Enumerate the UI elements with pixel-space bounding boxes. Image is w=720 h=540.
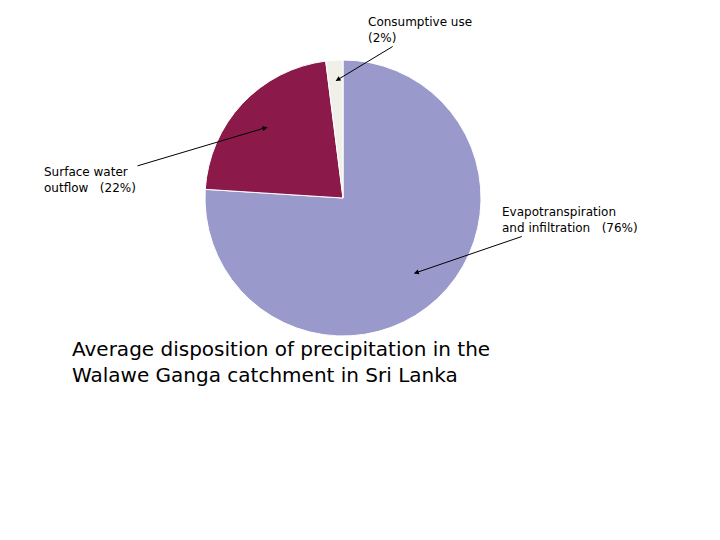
svg-text:Consumptive use(2%): Consumptive use(2%) <box>368 15 472 45</box>
svg-text:Evapotranspirationand infiltra: Evapotranspirationand infiltration (76%) <box>502 205 638 235</box>
svg-text:Surface wateroutflow (22%): Surface wateroutflow (22%) <box>44 165 136 195</box>
svg-text:Average disposition of precipi: Average disposition of precipitation in … <box>72 337 490 387</box>
